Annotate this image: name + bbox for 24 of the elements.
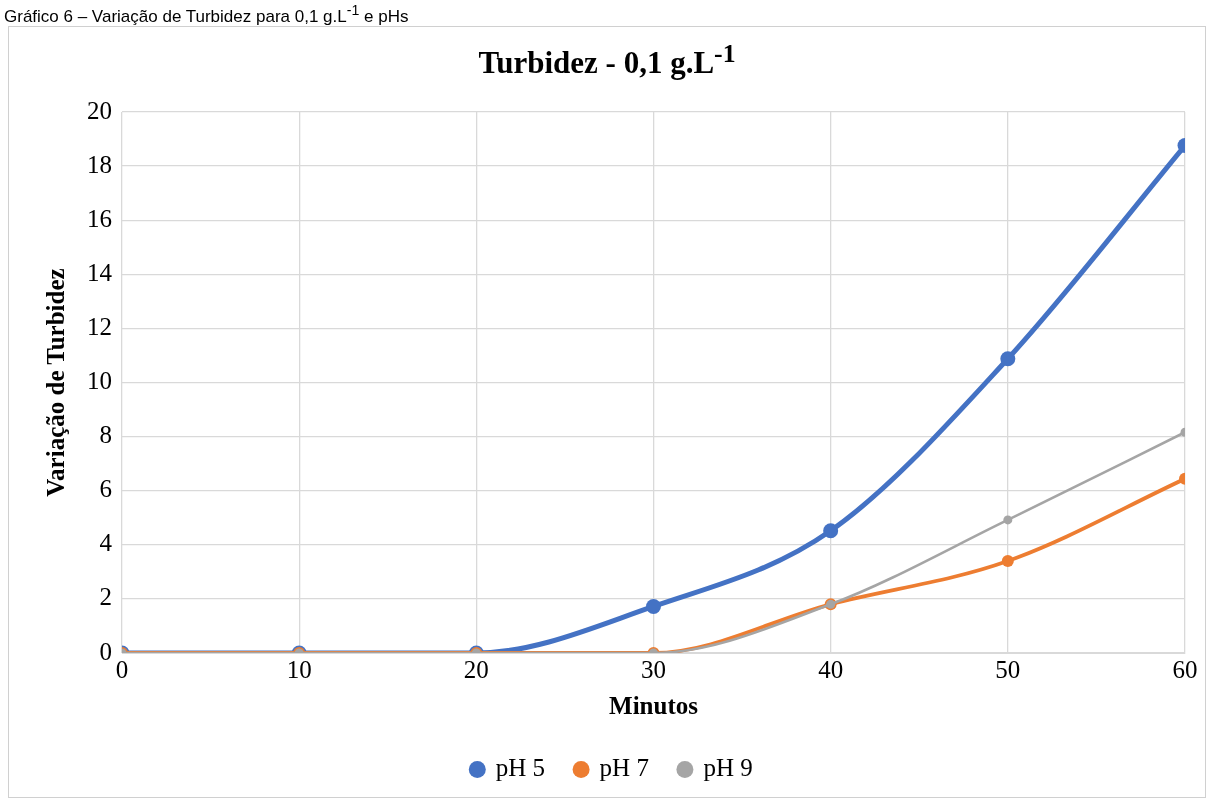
y-tick-label: 18 bbox=[87, 150, 112, 178]
x-tick-label: 10 bbox=[286, 655, 312, 683]
y-axis-title: Variação de Turbidez bbox=[42, 268, 70, 497]
x-tick-label: 20 bbox=[463, 655, 489, 683]
legend-label: pH 5 bbox=[495, 754, 546, 782]
y-tick-label: 20 bbox=[87, 96, 112, 124]
legend-label: pH 9 bbox=[703, 754, 753, 782]
x-tick-label: 50 bbox=[995, 655, 1021, 683]
text: Gráfico 6 – Variação de Turbidez para 0,1 g.L$^{-1}$ e pHs bbox=[3, 1, 410, 26]
y-tick-label: 10 bbox=[87, 367, 112, 395]
x-tick-label: 30 bbox=[641, 655, 666, 683]
y-tick-label: 2 bbox=[99, 583, 112, 611]
y-tick-label: 14 bbox=[87, 258, 113, 286]
y-tick-label: 12 bbox=[87, 312, 112, 340]
y-tick-label: 6 bbox=[99, 475, 112, 503]
x-tick-label: 40 bbox=[818, 655, 844, 683]
y-tick-label: 0 bbox=[99, 637, 112, 665]
y-tick-label: 16 bbox=[87, 204, 112, 232]
x-tick-label: 60 bbox=[1172, 655, 1198, 683]
y-tick-label: 8 bbox=[99, 421, 112, 449]
y-tick-label: 4 bbox=[99, 529, 113, 557]
legend-label: pH 7 bbox=[599, 754, 649, 782]
chart-title: Turbidez - 0,1 g.L$^{-1}$ bbox=[477, 39, 737, 82]
x-axis-title: Minutos bbox=[609, 692, 699, 720]
